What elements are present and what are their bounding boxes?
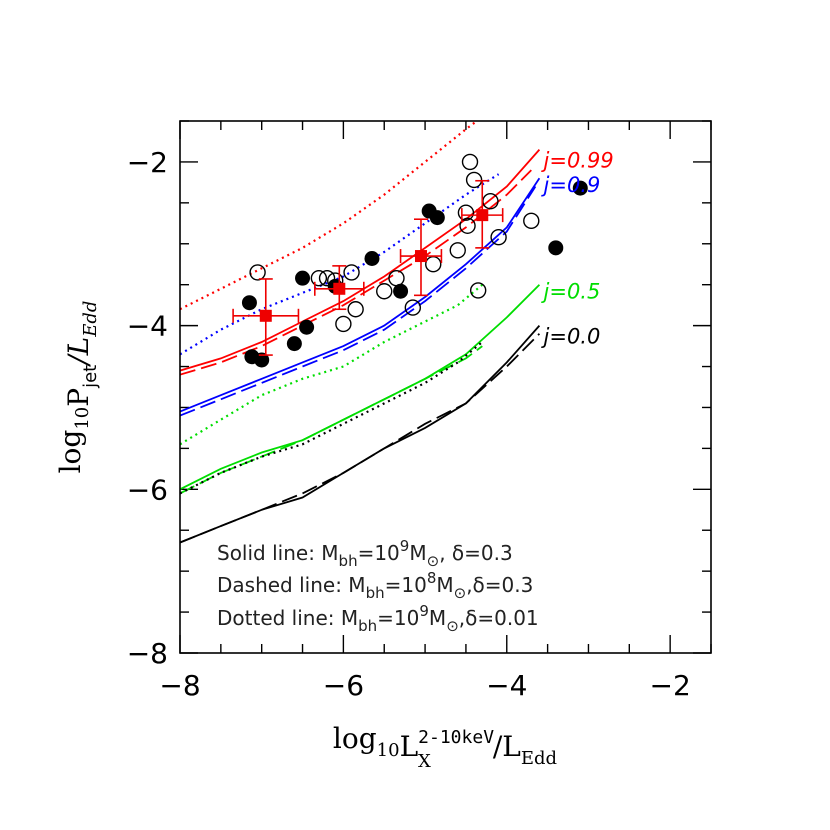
data-points bbox=[241, 153, 588, 368]
y-label-main: P bbox=[62, 388, 95, 407]
y-label-tail: /L bbox=[62, 337, 95, 368]
open-point bbox=[461, 153, 479, 171]
model-solid-line bbox=[180, 177, 541, 413]
model-dotted-line bbox=[180, 341, 484, 495]
y-label-tail-sub: Edd bbox=[80, 301, 101, 338]
open-point bbox=[249, 264, 266, 281]
spin-label: j=0.9 bbox=[541, 173, 601, 197]
tick-labels: −8 −6 −4 −2 −8 −6 −4 −2 bbox=[127, 146, 691, 702]
plot-frame bbox=[179, 120, 712, 654]
x-tick-label: −8 bbox=[159, 669, 200, 702]
x-label-tail-sub: Edd bbox=[521, 748, 557, 769]
open-point bbox=[459, 217, 476, 234]
y-tick-label: −8 bbox=[127, 637, 168, 670]
open-point bbox=[490, 229, 507, 246]
model-dashed-line bbox=[180, 333, 541, 544]
filled-point bbox=[241, 295, 257, 311]
y-label-sub: 10 bbox=[72, 407, 93, 430]
x-tick-label: −2 bbox=[650, 669, 691, 702]
open-point bbox=[310, 269, 328, 287]
open-point bbox=[425, 256, 442, 273]
filled-point bbox=[393, 283, 409, 299]
filled-point bbox=[254, 352, 270, 368]
y-axis-label: log10Pjet/LEdd bbox=[54, 301, 101, 474]
open-point bbox=[469, 282, 487, 299]
x-label-tail: /L bbox=[493, 730, 521, 763]
filled-point bbox=[299, 319, 315, 335]
filled-point bbox=[572, 180, 588, 196]
x-tick-label: −6 bbox=[323, 669, 364, 702]
open-point bbox=[457, 204, 475, 221]
x-axis-label: log10L2-10keV X/LEdd bbox=[333, 722, 557, 772]
binned-point bbox=[313, 265, 365, 311]
model-dashed-line bbox=[180, 186, 537, 417]
binned-point bbox=[399, 218, 443, 297]
legend-note: Dashed line: Mbh=108M⊙,δ=0.3 bbox=[217, 569, 533, 602]
x-label-sup: 2-10keV bbox=[418, 727, 494, 748]
open-point bbox=[343, 264, 360, 281]
x-label-base: log bbox=[333, 722, 377, 755]
x-label-sub: 10 bbox=[377, 740, 400, 761]
open-point bbox=[376, 283, 393, 300]
open-point bbox=[404, 299, 422, 316]
filled-point bbox=[429, 210, 445, 226]
y-label-base: log bbox=[54, 430, 87, 474]
x-label-main: L bbox=[400, 730, 419, 763]
axis-ticks bbox=[179, 120, 712, 654]
open-point bbox=[465, 171, 483, 189]
y-tick-label: −6 bbox=[127, 473, 168, 506]
open-point bbox=[318, 269, 336, 287]
binned-point bbox=[232, 278, 300, 356]
open-point bbox=[335, 315, 352, 333]
legend-note: Solid line: Mbh=109M⊙, δ=0.3 bbox=[217, 537, 513, 570]
filled-point bbox=[364, 251, 380, 267]
open-point bbox=[482, 193, 499, 210]
y-tick-label: −2 bbox=[127, 146, 168, 179]
spin-label: j=0.0 bbox=[541, 324, 601, 348]
open-point bbox=[523, 212, 540, 230]
open-point bbox=[347, 301, 364, 318]
spin-label: j=0.99 bbox=[541, 148, 614, 172]
x-label-subx: X bbox=[418, 751, 431, 772]
filled-point bbox=[286, 336, 302, 352]
y-tick-label: −4 bbox=[127, 310, 168, 343]
y-label-sub2: jet bbox=[80, 365, 101, 389]
spin-labels: j=0.99j=0.9 j=0.5 j=0.0 bbox=[541, 148, 614, 348]
model-dotted-line bbox=[180, 173, 500, 356]
binned-point bbox=[461, 179, 504, 249]
binned-points bbox=[232, 179, 504, 356]
model-curves bbox=[180, 121, 541, 544]
x-tick-label: −4 bbox=[486, 669, 527, 702]
open-point bbox=[388, 269, 405, 287]
filled-point bbox=[295, 270, 311, 286]
model-dotted-line bbox=[180, 121, 479, 311]
legend-note: Dotted line: Mbh=109M⊙,δ=0.01 bbox=[217, 602, 539, 635]
open-point bbox=[449, 242, 466, 259]
spin-label: j=0.5 bbox=[541, 279, 601, 303]
filled-point bbox=[548, 240, 564, 256]
